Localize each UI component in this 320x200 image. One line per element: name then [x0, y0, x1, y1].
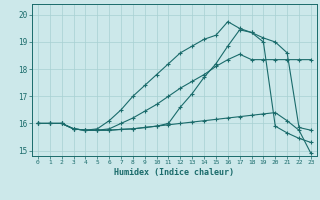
X-axis label: Humidex (Indice chaleur): Humidex (Indice chaleur): [115, 168, 234, 177]
